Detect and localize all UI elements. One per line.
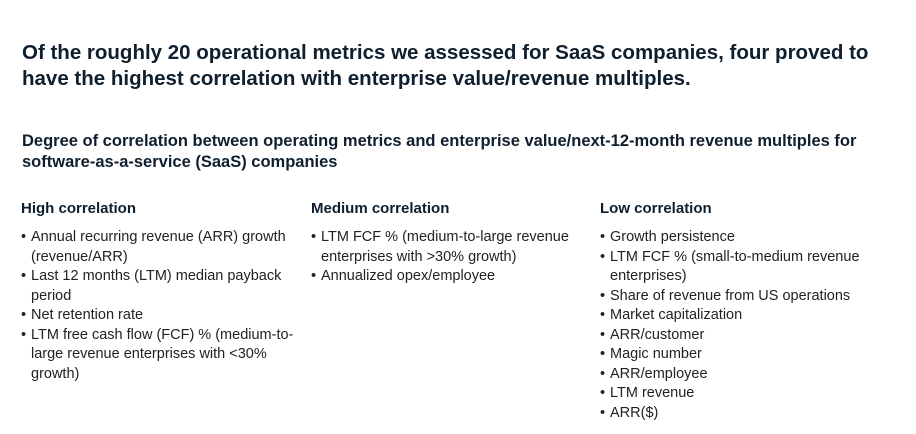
list-item: Growth persistence — [600, 228, 900, 248]
list-item: Annualized opex/employee — [311, 267, 581, 287]
subtitle: Degree of correlation between operating … — [22, 132, 857, 171]
medium-correlation-column: Medium correlation LTM FCF % (medium-to-… — [311, 199, 581, 287]
list-item: Magic number — [600, 345, 900, 365]
list-item: ARR/customer — [600, 326, 900, 346]
list-item: Last 12 months (LTM) median payback peri… — [21, 267, 296, 306]
headline: Of the roughly 20 operational metrics we… — [22, 41, 869, 90]
list-item: ARR($) — [600, 404, 900, 424]
low-correlation-heading: Low correlation — [600, 200, 712, 217]
list-item: LTM FCF % (small-to-medium revenue enter… — [600, 248, 900, 287]
high-correlation-heading: High correlation — [21, 200, 137, 217]
list-item: Share of revenue from US operations — [600, 287, 900, 307]
high-correlation-column: High correlation Annual recurring revenu… — [21, 199, 296, 384]
low-correlation-list: Growth persistence LTM FCF % (small-to-m… — [600, 228, 900, 423]
medium-correlation-heading: Medium correlation — [311, 200, 450, 217]
list-item: LTM FCF % (medium-to-large revenue enter… — [311, 228, 581, 267]
list-item: Annual recurring revenue (ARR) growth (r… — [21, 228, 296, 267]
list-item: LTM free cash flow (FCF) % (medium-to-la… — [21, 326, 296, 385]
list-item: Net retention rate — [21, 306, 296, 326]
high-correlation-list: Annual recurring revenue (ARR) growth (r… — [21, 228, 296, 384]
list-item: ARR/employee — [600, 365, 900, 385]
medium-correlation-list: LTM FCF % (medium-to-large revenue enter… — [311, 228, 581, 287]
low-correlation-column: Low correlation Growth persistence LTM F… — [600, 199, 900, 423]
list-item: LTM revenue — [600, 384, 900, 404]
list-item: Market capitalization — [600, 306, 900, 326]
